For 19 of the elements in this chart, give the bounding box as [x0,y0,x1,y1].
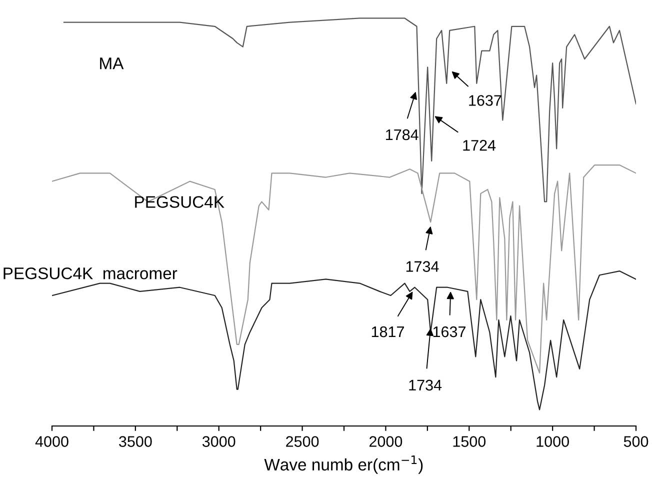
annotation: 1734 [406,261,439,272]
series-label: PEGSUC4K [135,196,224,208]
x-tick-label: 3500 [119,436,152,447]
x-tick-label: 2000 [369,436,402,447]
x-tick-label: 1500 [453,436,486,447]
x-tick-label: 1000 [536,436,569,447]
annotation: 1784 [386,129,418,140]
annotation: 1734 [409,380,442,391]
annotation: 1817 [372,326,404,338]
x-tick-label: 3000 [202,436,236,447]
annotation: 1637 [433,326,466,338]
x-tick-label: 4000 [35,436,68,447]
text: MA [100,58,124,70]
annotation: 1724 [463,140,496,151]
series-label: PEGSUC4K macromer [4,267,178,280]
x-tick-label: 2500 [286,436,319,447]
x-axis-title: Wave numb er(cm$^{−1}$) [264,456,423,474]
annotation: 1637 [469,95,502,106]
x-tick-label: 500 [624,436,648,447]
